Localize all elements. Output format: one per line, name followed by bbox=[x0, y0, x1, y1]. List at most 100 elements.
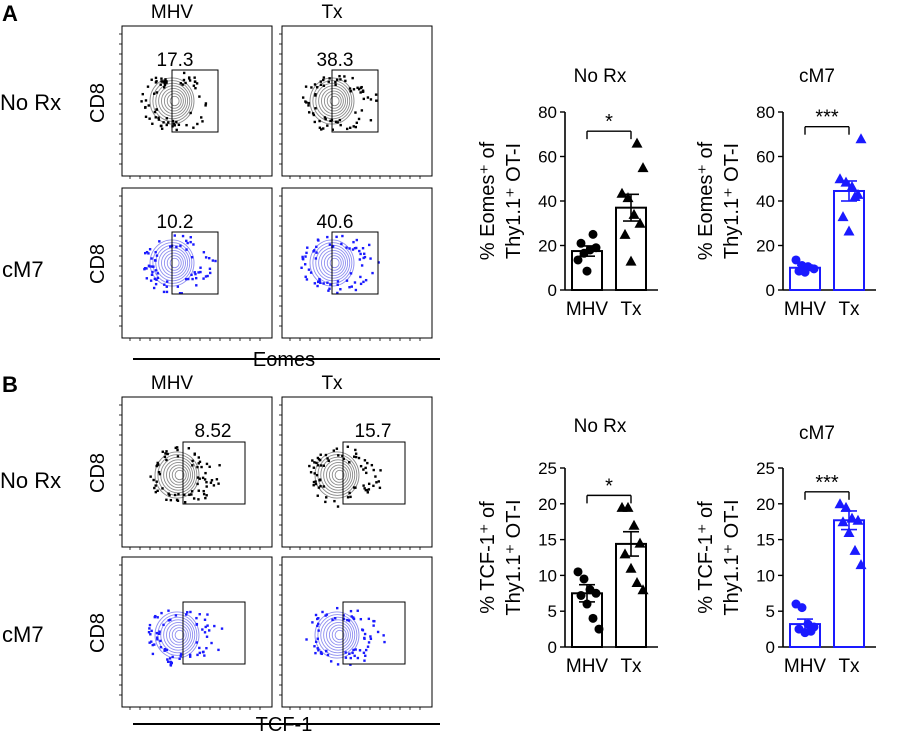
flow-event-dot bbox=[162, 290, 166, 294]
flow-contour bbox=[171, 627, 187, 643]
flow-event-dot bbox=[344, 79, 347, 83]
flow-event-dot bbox=[375, 99, 378, 102]
chart-y-tick-label: 0 bbox=[766, 281, 775, 300]
chart-category-label: MHV bbox=[784, 656, 827, 677]
flow-event-dot bbox=[181, 234, 185, 238]
flow-event-dot bbox=[369, 635, 372, 638]
flow-event-dot bbox=[306, 246, 309, 249]
chart-y-tick-label: 15 bbox=[756, 531, 775, 550]
flow-event-dot bbox=[356, 656, 360, 660]
panel-a-row-label-norx: No Rx bbox=[0, 90, 61, 115]
flow-event-dot bbox=[195, 82, 199, 85]
flow-event-dot bbox=[190, 493, 193, 496]
flow-event-dot bbox=[143, 267, 147, 270]
flow-event-dot bbox=[145, 250, 149, 254]
flow-event-dot bbox=[180, 292, 183, 295]
flow-event-dot bbox=[217, 482, 220, 485]
flow-event-dot bbox=[189, 111, 192, 115]
flow-gate-value: 15.7 bbox=[355, 421, 392, 442]
flow-event-dot bbox=[328, 243, 332, 246]
flow-event-dot bbox=[206, 613, 209, 616]
flow-plot-frame bbox=[281, 25, 433, 177]
flow-event-dot bbox=[203, 654, 206, 657]
flow-event-dot bbox=[199, 266, 202, 269]
flow-event-dot bbox=[322, 282, 325, 285]
flow-event-dot bbox=[203, 631, 207, 634]
flow-event-dot bbox=[157, 116, 160, 119]
flow-event-dot bbox=[364, 278, 368, 282]
chart-point bbox=[843, 526, 855, 537]
flow-event-dot bbox=[189, 655, 192, 658]
flow-event-dot bbox=[366, 491, 369, 494]
flow-event-dot bbox=[354, 288, 358, 292]
panel-b-row-label-norx: No Rx bbox=[0, 468, 61, 493]
flow-event-dot bbox=[174, 446, 177, 450]
flow-event-dot bbox=[322, 84, 326, 87]
flow-event-dot bbox=[198, 95, 201, 98]
flow-event-dot bbox=[172, 122, 176, 125]
chart-point bbox=[634, 537, 646, 548]
flow-event-dot bbox=[357, 88, 361, 91]
flow-event-dot bbox=[307, 104, 310, 107]
chart-ylabel-line: Thy1.1⁺ OT-I bbox=[503, 143, 525, 259]
flow-contour bbox=[163, 252, 184, 274]
flow-event-dot bbox=[198, 651, 201, 655]
flow-event-dot bbox=[151, 643, 154, 647]
flow-contour bbox=[158, 85, 189, 117]
flow-event-dot bbox=[176, 285, 180, 288]
flow-event-dot bbox=[187, 447, 191, 450]
chart-category-label: Tx bbox=[838, 299, 860, 320]
flow-event-dot bbox=[314, 93, 317, 96]
flow-event-dot bbox=[369, 637, 373, 641]
flow-event-dot bbox=[348, 247, 351, 250]
flow-event-dot bbox=[363, 459, 367, 462]
chart-point bbox=[791, 255, 801, 265]
flow-event-dot bbox=[372, 619, 375, 623]
chart-y-tick-label: 10 bbox=[538, 566, 557, 585]
flow-event-dot bbox=[365, 471, 368, 475]
flow-event-dot bbox=[198, 613, 201, 616]
flow-event-dot bbox=[176, 448, 179, 452]
flow-event-dot bbox=[366, 96, 370, 99]
flow-event-dot bbox=[162, 121, 165, 124]
flow-event-dot bbox=[179, 653, 183, 656]
flow-event-dot bbox=[197, 271, 200, 274]
flow-event-dot bbox=[316, 647, 319, 650]
flow-event-dot bbox=[334, 83, 337, 87]
flow-event-dot bbox=[154, 116, 157, 119]
flow-event-dot bbox=[353, 281, 357, 284]
flow-event-dot bbox=[185, 613, 188, 616]
flow-event-dot bbox=[313, 83, 317, 86]
flow-event-dot bbox=[366, 461, 369, 465]
flow-event-dot bbox=[349, 663, 352, 666]
flow-plot-b-1-0 bbox=[119, 556, 273, 710]
flow-event-dot bbox=[318, 279, 321, 282]
chart-point bbox=[634, 217, 646, 228]
flow-event-dot bbox=[363, 659, 366, 662]
flow-event-dot bbox=[149, 475, 152, 478]
flow-event-dot bbox=[205, 635, 209, 638]
flow-event-dot bbox=[148, 265, 151, 268]
flow-event-dot bbox=[156, 636, 159, 639]
flow-event-dot bbox=[301, 255, 304, 259]
flow-gate bbox=[182, 601, 246, 665]
flow-contour bbox=[334, 469, 345, 481]
flow-event-dot bbox=[165, 290, 169, 294]
chart-point bbox=[837, 516, 849, 527]
flow-event-dot bbox=[204, 471, 207, 475]
flow-event-dot bbox=[374, 93, 378, 96]
flow-event-dot bbox=[141, 92, 144, 96]
flow-event-dot bbox=[349, 90, 352, 93]
chart-category-label: MHV bbox=[784, 299, 827, 320]
flow-event-dot bbox=[362, 97, 366, 101]
flow-event-dot bbox=[160, 77, 163, 80]
flow-event-dot bbox=[374, 475, 377, 478]
flow-event-dot bbox=[163, 81, 166, 85]
flow-event-dot bbox=[349, 656, 352, 660]
flow-event-dot bbox=[204, 104, 207, 107]
flow-contour bbox=[168, 464, 189, 486]
flow-event-dot bbox=[165, 285, 168, 288]
flow-event-dot bbox=[348, 461, 351, 464]
flow-event-dot bbox=[314, 651, 317, 655]
flow-contour bbox=[318, 85, 349, 117]
